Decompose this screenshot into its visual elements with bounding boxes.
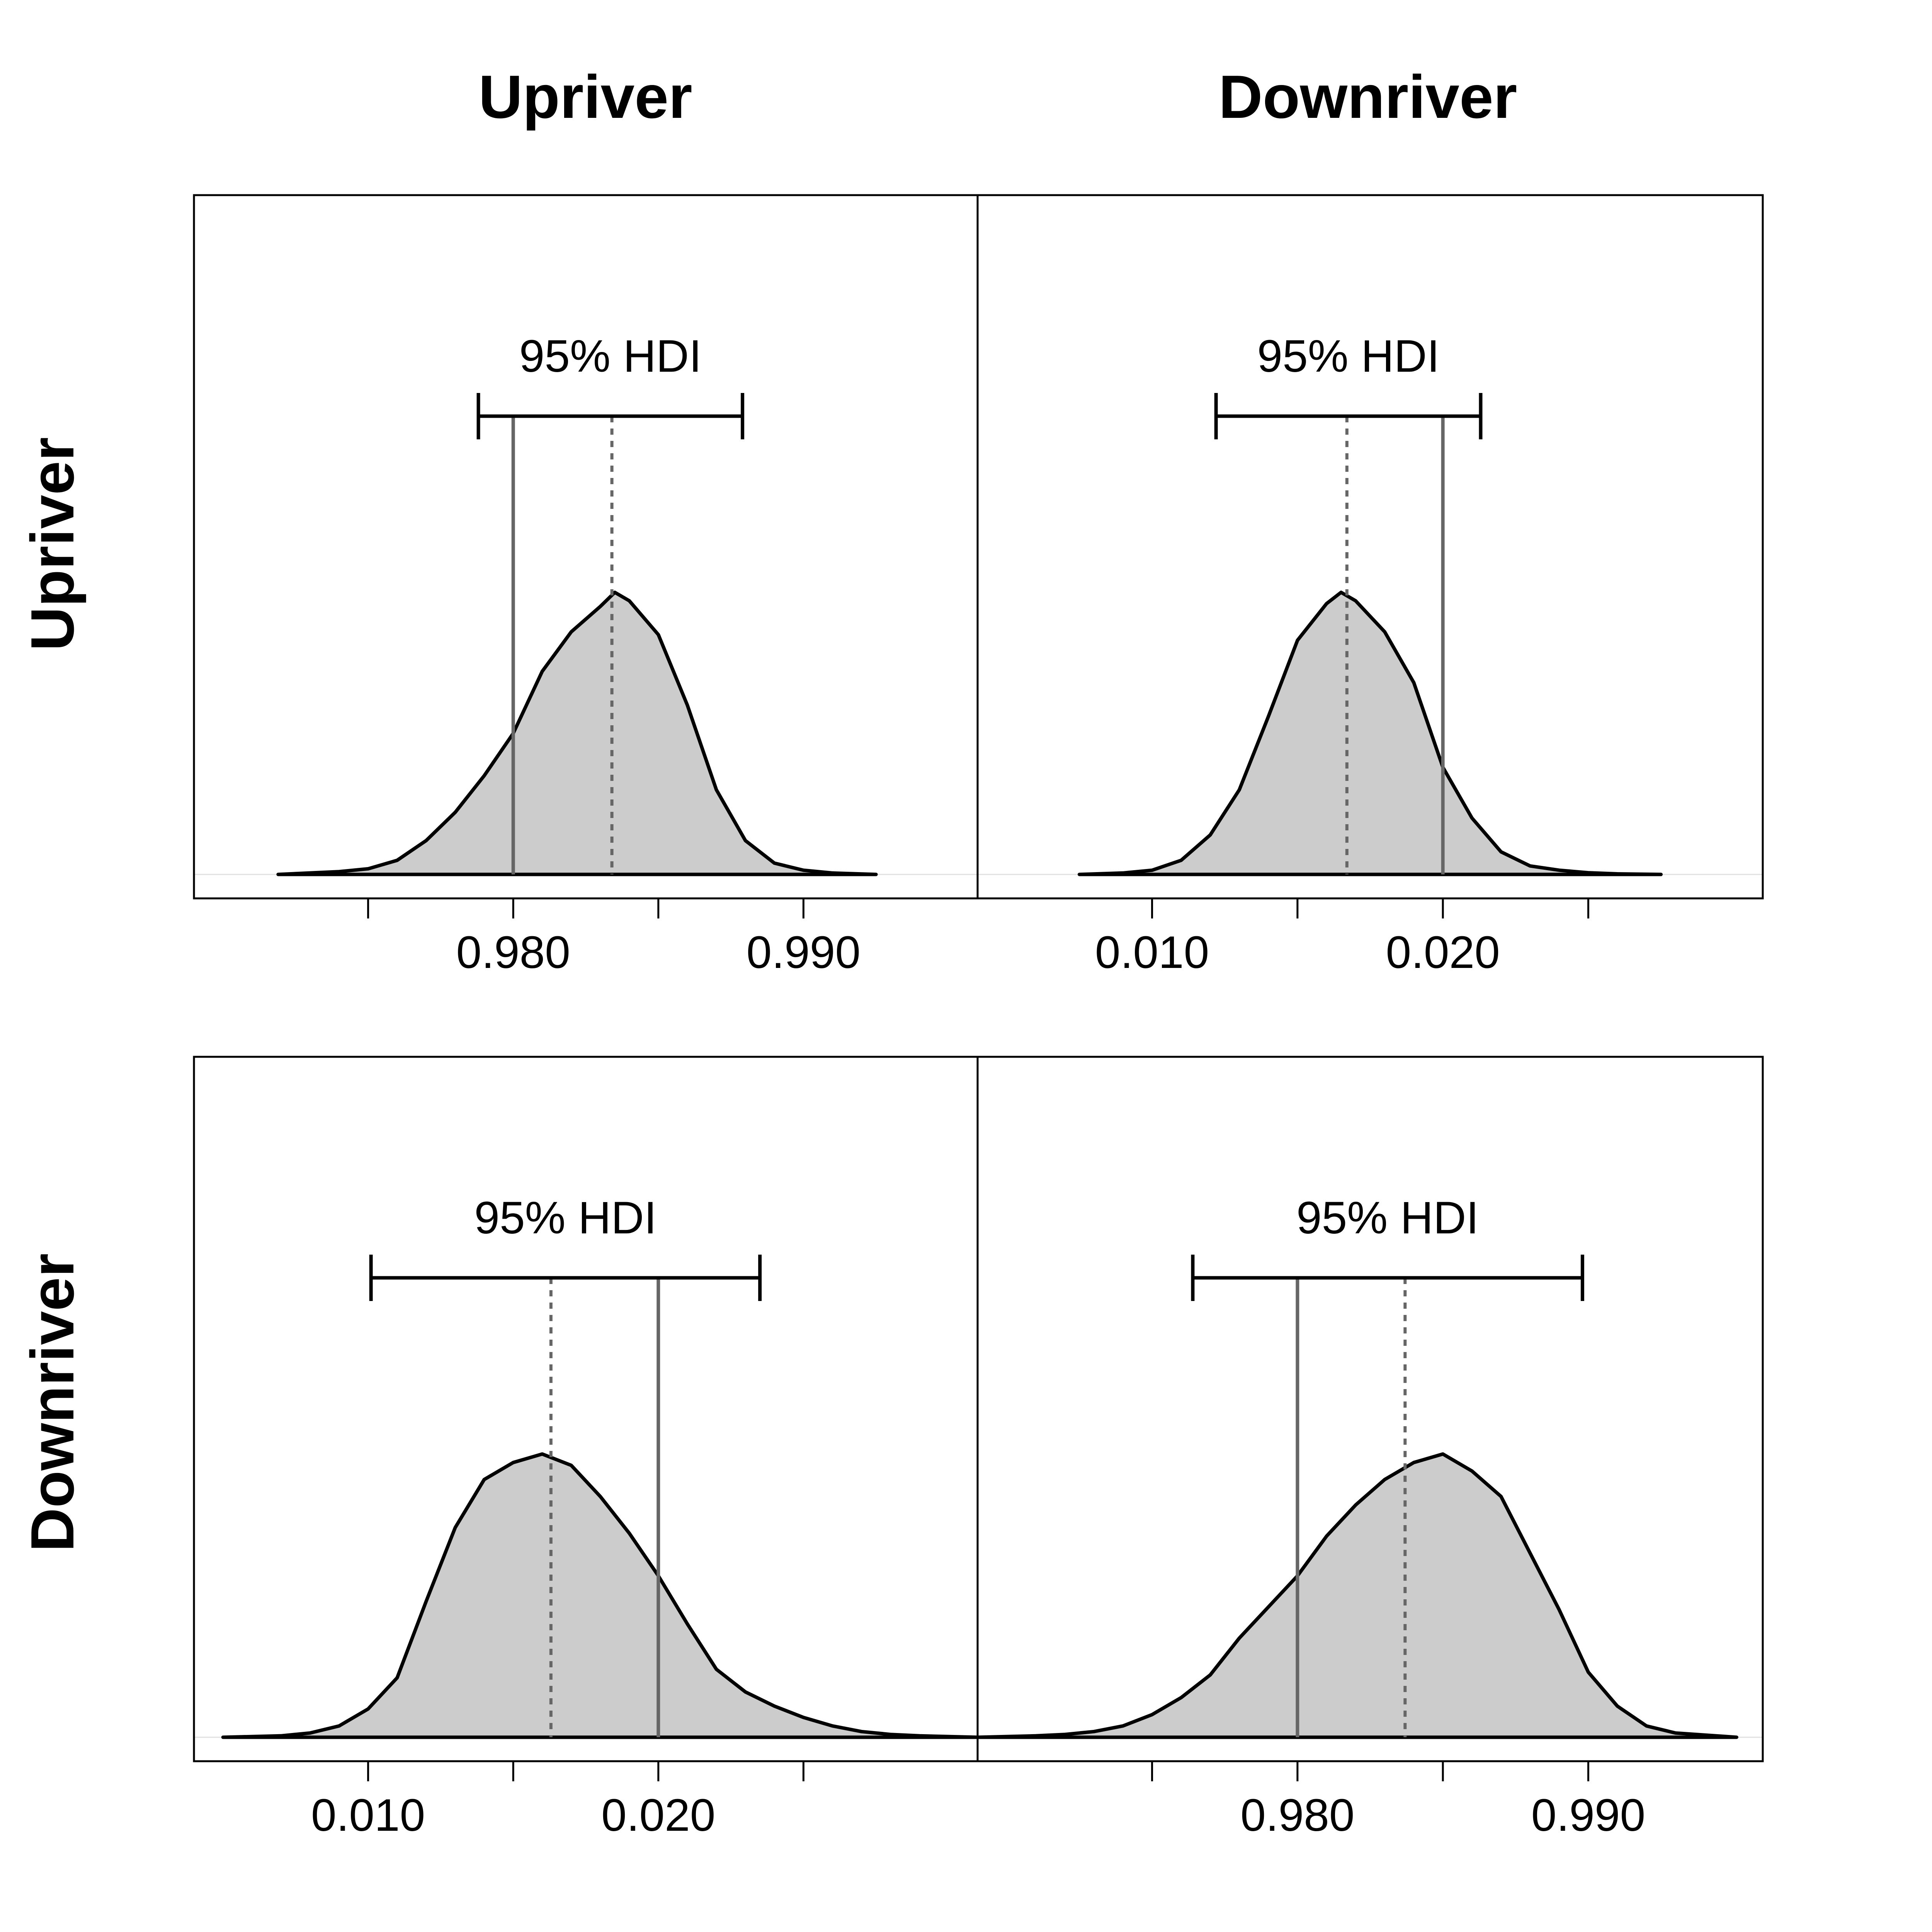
panel-1: 95% HDI 0.980 0.990 xyxy=(193,194,979,978)
posterior-density xyxy=(276,590,878,876)
x-tick-label: 0.010 xyxy=(311,1790,425,1841)
x-tick-label: 0.020 xyxy=(601,1790,715,1841)
posterior-density xyxy=(221,1452,980,1739)
hdi-label: 95% HDI xyxy=(519,331,702,382)
x-tick-label: 0.990 xyxy=(1531,1790,1645,1841)
x-tick-label: 0.010 xyxy=(1095,927,1209,978)
panel-frame xyxy=(976,1056,1764,1762)
x-tick-label: 0.980 xyxy=(456,927,570,978)
posterior-density xyxy=(976,1452,1738,1739)
x-tick-label: 0.020 xyxy=(1386,927,1500,978)
row-title-downriver: Downriver xyxy=(19,1253,87,1552)
panel-2: 95% HDI 0.010 0.020 xyxy=(976,194,1764,978)
x-tick-label: 0.980 xyxy=(1240,1790,1354,1841)
posterior-density xyxy=(1077,590,1663,876)
hdi-label: 95% HDI xyxy=(474,1192,656,1243)
hdi-label: 95% HDI xyxy=(1296,1192,1479,1243)
panel-4: 95% HDI 0.980 0.990 xyxy=(976,1056,1764,1841)
column-title-downriver: Downriver xyxy=(1219,63,1517,131)
panel-3: 95% HDI 0.010 0.020 xyxy=(193,1056,980,1841)
hdi-label: 95% HDI xyxy=(1257,331,1439,382)
panel-frame xyxy=(976,194,1764,900)
row-title-upriver: Upriver xyxy=(19,437,87,651)
column-title-upriver: Upriver xyxy=(478,63,692,131)
x-tick-label: 0.990 xyxy=(747,927,861,978)
